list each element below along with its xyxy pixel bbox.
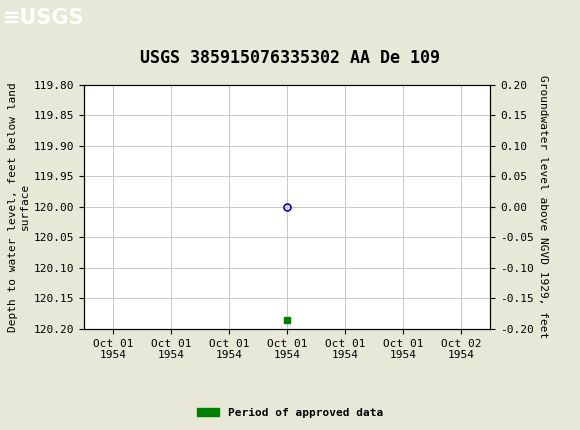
Y-axis label: Groundwater level above NGVD 1929, feet: Groundwater level above NGVD 1929, feet	[538, 75, 548, 338]
Legend: Period of approved data: Period of approved data	[193, 403, 387, 422]
Y-axis label: Depth to water level, feet below land
surface: Depth to water level, feet below land su…	[8, 82, 30, 332]
Text: USGS 385915076335302 AA De 109: USGS 385915076335302 AA De 109	[140, 49, 440, 67]
Text: ≡USGS: ≡USGS	[3, 8, 85, 28]
